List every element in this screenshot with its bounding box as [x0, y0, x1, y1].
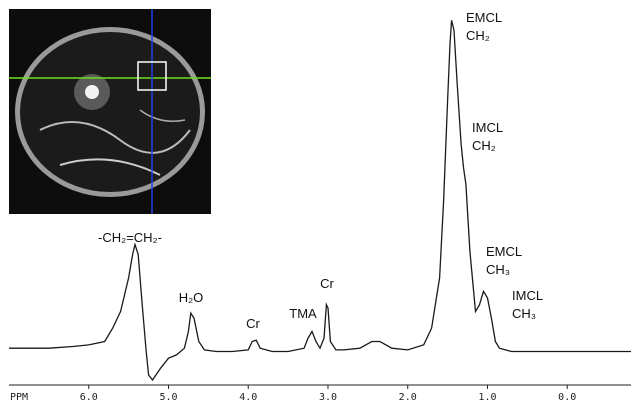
- peak-label: CH₂: [466, 28, 490, 43]
- x-tick-label: 4.0: [239, 392, 257, 403]
- x-tick-label: 2.0: [399, 392, 417, 403]
- peak-label: CH₃: [512, 306, 536, 321]
- peak-label: -CH₂=CH₂-: [98, 230, 162, 245]
- x-axis-label: PPM: [10, 392, 28, 403]
- mri-inset: [9, 9, 211, 214]
- peak-label: Cr: [246, 316, 260, 331]
- x-tick-label: 3.0: [319, 392, 337, 403]
- peak-label: H₂O: [179, 290, 204, 305]
- chart: PPM 6.05.04.03.02.01.00.0-CH₂=CH₂-H₂OCrT…: [0, 0, 634, 411]
- peak-label: IMCL: [472, 120, 503, 135]
- peak-label: IMCL: [512, 288, 543, 303]
- peak-label: EMCL: [466, 10, 502, 25]
- peak-label: CH₃: [486, 262, 510, 277]
- x-tick-label: 0.0: [558, 392, 576, 403]
- peak-label: Cr: [320, 276, 334, 291]
- x-tick-label: 5.0: [159, 392, 177, 403]
- peak-label: TMA: [289, 306, 317, 321]
- peak-label: CH₂: [472, 138, 496, 153]
- x-tick-label: 1.0: [478, 392, 496, 403]
- peak-label: EMCL: [486, 244, 522, 259]
- x-tick-label: 6.0: [80, 392, 98, 403]
